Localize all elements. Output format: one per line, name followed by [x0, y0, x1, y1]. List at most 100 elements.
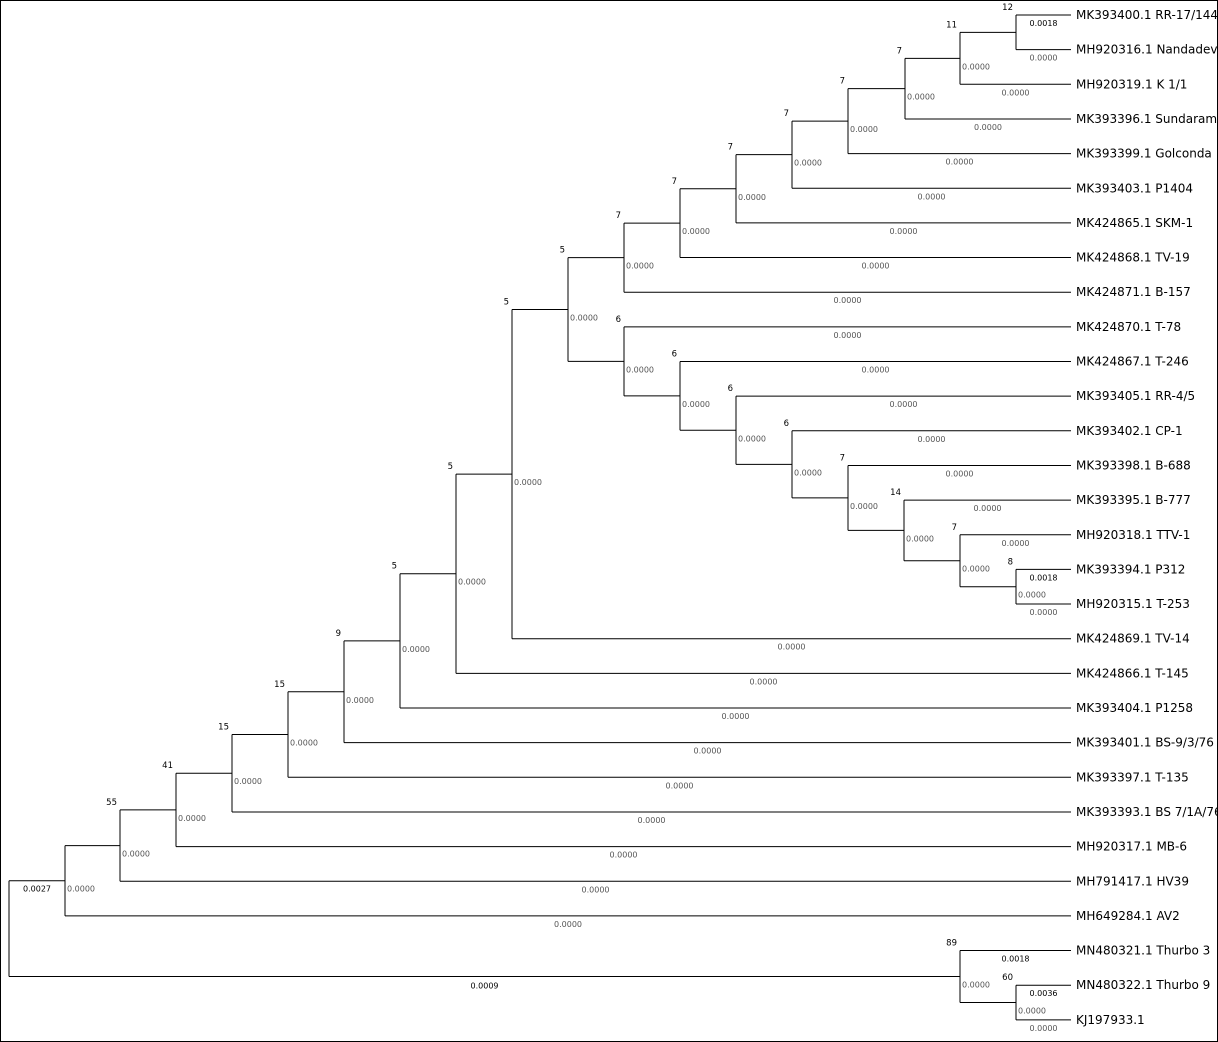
bootstrap-label: 6 — [672, 350, 677, 360]
leaf-label: MK393402.1 CP-1 — [1076, 424, 1183, 438]
internal-branch-length-label: 0.0000 — [458, 578, 486, 587]
internal-branch-length-label: 0.0000 — [962, 981, 990, 990]
leaf-label: MK424870.1 T-78 — [1076, 320, 1181, 334]
internal-branch-length-label: 0.0000 — [907, 93, 935, 102]
bootstrap-label: 7 — [728, 143, 733, 153]
branch-length-label: 0.0000 — [1030, 608, 1058, 617]
branch-length-label: 0.0000 — [582, 885, 610, 894]
internal-branch-length-label: 0.0000 — [178, 814, 206, 823]
internal-branch-length-label: 0.0000 — [570, 314, 598, 323]
branch-length-label: 0.0000 — [554, 920, 582, 929]
branch-length-label: 0.0000 — [1002, 539, 1030, 548]
leaf-label: MH920319.1 K 1/1 — [1076, 77, 1187, 91]
bootstrap-label: 7 — [616, 211, 621, 221]
internal-branch-length-label: 0.0000 — [290, 739, 318, 748]
leaf-label: MK393403.1 P1404 — [1076, 181, 1193, 195]
internal-branch-length-label: 0.0000 — [850, 125, 878, 134]
bootstrap-label: 14 — [890, 488, 901, 498]
branch-length-label: 0.0000 — [974, 123, 1002, 132]
bootstrap-label: 6 — [784, 419, 789, 429]
branch-length-label: 0.0000 — [694, 747, 722, 756]
root-branch-length-label: 0.0009 — [471, 982, 499, 991]
internal-branch-length-label: 0.0000 — [1018, 1007, 1046, 1016]
branch-length-label: 0.0000 — [946, 469, 974, 478]
bootstrap-label: 5 — [392, 562, 397, 572]
internal-branch-length-label: 0.0000 — [738, 434, 766, 443]
bootstrap-label: 7 — [840, 77, 845, 87]
leaf-label: KJ197933.1 — [1076, 1013, 1145, 1027]
internal-branch-length-label: 0.0000 — [234, 777, 262, 786]
leaf-label: MK424866.1 T-145 — [1076, 666, 1189, 680]
leaf-label: MH920317.1 MB-6 — [1076, 840, 1187, 854]
internal-branch-length-label: 0.0000 — [1018, 591, 1046, 600]
internal-branch-length-label: 0.0000 — [738, 193, 766, 202]
leaf-label: MH791417.1 HV39 — [1076, 874, 1189, 888]
bootstrap-label: 7 — [672, 177, 677, 187]
branch-length-label: 0.0000 — [666, 781, 694, 790]
internal-branch-length-label: 0.0000 — [514, 478, 542, 487]
leaf-label: MK393399.1 Golconda — [1076, 147, 1212, 161]
internal-branch-length-label: 0.0000 — [962, 62, 990, 71]
internal-branch-length-label: 0.0000 — [626, 365, 654, 374]
bootstrap-label: 6 — [728, 384, 733, 394]
leaf-label: MK393397.1 T-135 — [1076, 770, 1189, 784]
leaf-label: MK393394.1 P312 — [1076, 562, 1185, 576]
internal-branch-length-label: 0.0000 — [122, 850, 150, 859]
branches — [8, 14, 1071, 1021]
internal-branch-length-label: 0.0000 — [794, 468, 822, 477]
branch-length-label: 0.0036 — [1030, 989, 1058, 998]
branch-length-label: 0.0000 — [610, 851, 638, 860]
branch-length-label: 0.0000 — [722, 712, 750, 721]
leaf-label: MH920315.1 T-253 — [1076, 597, 1190, 611]
leaf-label: MK393395.1 B-777 — [1076, 493, 1191, 507]
leaf-label: MK393400.1 RR-17/144 — [1076, 8, 1218, 22]
branch-length-label: 0.0018 — [1030, 573, 1058, 582]
leaf-label: MH920316.1 Nandadevi — [1076, 43, 1218, 57]
internal-branch-length-label: 0.0000 — [682, 400, 710, 409]
branch-length-label: 0.0018 — [1030, 19, 1058, 28]
branch-length-label: 0.0018 — [1002, 955, 1030, 964]
internal-branch-length-label: 0.0000 — [402, 645, 430, 654]
branch-length-label: 0.0000 — [890, 227, 918, 236]
branch-length-label: 0.0000 — [834, 331, 862, 340]
internal-branch-length-label: 0.0000 — [906, 534, 934, 543]
bootstrap-label: 89 — [946, 939, 957, 949]
branch-length-label: 0.0000 — [1002, 88, 1030, 97]
branch-length-label: 0.0000 — [638, 816, 666, 825]
branch-length-label: 0.0000 — [1030, 54, 1058, 63]
bootstrap-label: 15 — [274, 680, 285, 690]
leaf-label: MK424865.1 SKM-1 — [1076, 216, 1193, 230]
leaf-label: MK393393.1 BS 7/1A/76 — [1076, 805, 1218, 819]
bootstrap-label: 5 — [560, 246, 565, 256]
labels: 0.0018 0.0000 12 0.0000 11 0.0000 0.0000 7 0.000… — [23, 3, 1218, 1033]
bootstrap-label: 7 — [952, 523, 957, 533]
leaf-label: MK424869.1 TV-14 — [1076, 632, 1190, 646]
branch-length-label: 0.0000 — [750, 677, 778, 686]
internal-branch-length-label: 0.0000 — [850, 502, 878, 511]
branch-length-label: 0.0000 — [918, 192, 946, 201]
branch-length-label: 0.0000 — [946, 158, 974, 167]
branch-length-label: 0.0000 — [778, 643, 806, 652]
bootstrap-label: 5 — [504, 298, 509, 308]
leaf-label: MK393401.1 BS-9/3/76 — [1076, 736, 1214, 750]
branch-length-label: 0.0000 — [974, 504, 1002, 513]
leaf-label: MK424868.1 TV-19 — [1076, 251, 1190, 265]
bootstrap-label: 6 — [616, 315, 621, 325]
leaf-label: MK393396.1 Sundaram — [1076, 112, 1217, 126]
bootstrap-label: 11 — [946, 20, 957, 30]
internal-branch-length-label: 0.0000 — [682, 227, 710, 236]
internal-branch-length-label: 0.0000 — [962, 565, 990, 574]
bootstrap-label: 12 — [1002, 3, 1013, 13]
leaf-label: MN480321.1 Thurbo 3 — [1076, 944, 1210, 958]
branch-length-label: 0.0000 — [862, 262, 890, 271]
leaf-label: MK393405.1 RR-4/5 — [1076, 389, 1195, 403]
leaf-label: MH920318.1 TTV-1 — [1076, 528, 1190, 542]
branch-length-label: 0.0000 — [1030, 1024, 1058, 1033]
internal-branch-length-label: 0.0000 — [626, 262, 654, 271]
bootstrap-label: 55 — [106, 798, 117, 808]
internal-branch-length-label: 0.0000 — [794, 159, 822, 168]
root-branch-length-label: 0.0027 — [23, 885, 51, 894]
bootstrap-label: 5 — [448, 462, 453, 472]
